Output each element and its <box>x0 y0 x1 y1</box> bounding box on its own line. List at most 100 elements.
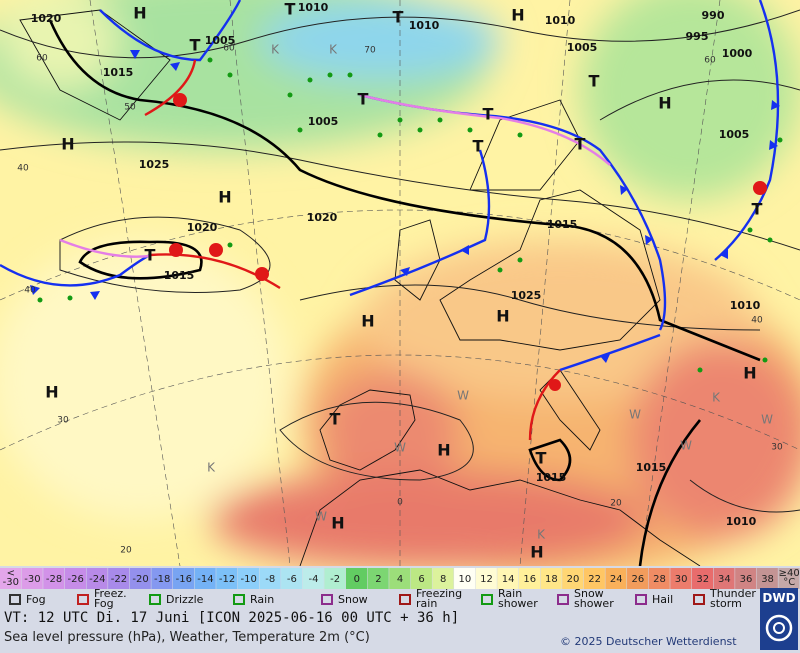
isotherm-label: 60 <box>704 56 716 66</box>
rain-symbol <box>227 72 233 78</box>
rain-symbol <box>37 297 43 303</box>
temperature-color-swatch <box>475 568 497 589</box>
temperature-scale-label: ≥40 °C <box>779 568 800 588</box>
temperature-scale-label: 16 <box>523 574 536 585</box>
isobar-label: 1010 <box>409 19 440 32</box>
temperature-scale-label: -28 <box>46 574 62 585</box>
rain-symbol <box>517 132 523 138</box>
low-pressure-label: T <box>285 0 296 19</box>
isotherm-label: 30 <box>771 443 783 453</box>
temperature-color-swatch <box>410 568 432 589</box>
temperature-scale-label: -10 <box>240 574 256 585</box>
isobar-label: 1000 <box>722 47 753 60</box>
temperature-color-swatch <box>605 568 627 589</box>
rain-symbol <box>747 227 753 233</box>
temperature-color-swatch <box>518 568 541 589</box>
temperature-scale-label: 34 <box>718 574 731 585</box>
rain-symbol <box>437 117 443 123</box>
high-pressure-label: H <box>511 6 524 25</box>
weather-type-label: K <box>537 528 546 542</box>
legend-symbol-icon <box>481 594 493 605</box>
temperature-scale-label: 10 <box>458 574 471 585</box>
temperature-color-swatch <box>691 568 714 589</box>
isotherm-label: 0 <box>397 498 403 508</box>
temperature-color-swatch <box>583 568 605 589</box>
legend-symbol-label: Snow shower <box>574 587 614 610</box>
weather-type-label: K <box>329 43 338 57</box>
temperature-color-swatch <box>648 568 670 589</box>
temperature-scale-label: 26 <box>631 574 644 585</box>
legend-symbol-icon <box>635 594 647 605</box>
graticule <box>0 0 800 566</box>
weather-type-label: K <box>207 461 216 475</box>
low-pressure-label: T <box>589 72 600 91</box>
temperature-scale-label: 38 <box>761 574 774 585</box>
isotherm-label: 70 <box>364 46 376 56</box>
isobar-label: 1025 <box>511 289 542 302</box>
temperature-color-swatch <box>172 568 195 589</box>
weather-type-label: W <box>680 439 692 453</box>
temperature-scale-label: -14 <box>197 574 213 585</box>
legend-symbol-icon <box>321 594 333 605</box>
isobar-label: 1010 <box>730 299 761 312</box>
isobar-label: 1005 <box>719 128 750 141</box>
isobar-label: 1015 <box>547 218 578 231</box>
rain-symbol <box>397 117 403 123</box>
temperature-color-swatch <box>259 568 281 589</box>
weather-type-label: K <box>712 391 721 405</box>
isobar-label: 990 <box>702 9 725 22</box>
high-pressure-label: H <box>61 135 74 154</box>
temperature-color-swatch <box>194 568 216 589</box>
temperature-color-swatch <box>432 568 454 589</box>
temperature-scale-label: -26 <box>68 574 84 585</box>
legend-symbol-label: Freezing rain <box>416 587 462 610</box>
low-pressure-label: T <box>358 90 369 109</box>
temperature-color-swatch <box>627 568 649 589</box>
high-pressure-label: H <box>218 188 231 207</box>
legend-symbol-label: Hail <box>652 593 673 606</box>
valid-time: VT: 12 UTC Di. 17 Juni [ICON 2025-06-16 … <box>4 610 459 626</box>
temperature-scale-label: -24 <box>89 574 105 585</box>
rain-symbol <box>762 357 768 363</box>
temperature-color-swatch <box>0 568 22 589</box>
rain-symbol <box>767 237 773 243</box>
fronts <box>0 0 780 441</box>
low-pressure-label: T <box>752 200 763 219</box>
rain-symbol <box>377 132 383 138</box>
temperature-color-swatch <box>540 568 562 589</box>
temperature-field <box>0 0 800 566</box>
rain-symbol <box>467 127 473 133</box>
high-pressure-label: H <box>743 364 756 383</box>
temperature-scale-label: -6 <box>287 574 297 585</box>
high-pressure-label: H <box>530 543 543 562</box>
warm-front-symbols <box>169 93 767 391</box>
isobar-label: 1015 <box>636 461 667 474</box>
legend-symbol-label: Snow <box>338 593 368 606</box>
high-pressure-label: H <box>133 4 146 23</box>
weather-type-label: W <box>457 389 469 403</box>
temperature-color-swatch <box>345 568 368 589</box>
temperature-color-swatch <box>281 568 303 589</box>
temperature-color-swatch <box>713 568 735 589</box>
temperature-scale-label: 30 <box>675 574 688 585</box>
temperature-color-swatch <box>778 568 800 589</box>
temperature-color-swatch <box>216 568 238 589</box>
temperature-color-swatch <box>237 568 259 589</box>
temperature-scale-label: 18 <box>545 574 558 585</box>
temperature-color-swatch <box>389 568 411 589</box>
low-pressure-label: T <box>483 105 494 124</box>
rain-symbol <box>67 295 73 301</box>
weather-type-label: W <box>629 408 641 422</box>
high-pressure-label: H <box>331 514 344 533</box>
temperature-scale-label: 28 <box>653 574 666 585</box>
temperature-scale-label: -12 <box>219 574 235 585</box>
isobar-label: 1005 <box>308 115 339 128</box>
legend-symbol-icon <box>693 594 705 605</box>
temperature-color-swatch <box>756 568 778 589</box>
legend-symbol-icon <box>149 594 161 605</box>
rain-symbol <box>347 72 353 78</box>
isotherm-label: 50 <box>124 103 136 113</box>
